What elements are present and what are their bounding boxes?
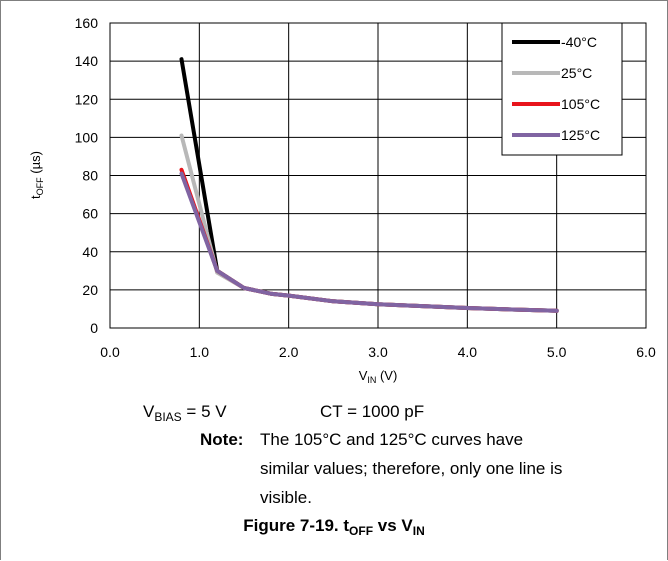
x-tick-label: 1.0 <box>190 344 210 360</box>
y-tick-label: 80 <box>82 168 98 184</box>
x-tick-label: 6.0 <box>636 344 656 360</box>
chart-lines <box>179 57 559 313</box>
ct-condition: CT = 1000 pF <box>320 402 425 421</box>
figure-caption: Figure 7-19. tOFF vs VIN <box>243 516 425 538</box>
y-tick-label: 60 <box>82 206 98 222</box>
y-tick-label: 160 <box>75 15 99 31</box>
x-tick-label: 2.0 <box>279 344 299 360</box>
chart-ticks: 0.0 1.0 2.0 3.0 4.0 5.0 6.0 0 20 40 60 80 100 120 140 1… <box>75 15 656 360</box>
x-tick-label: 3.0 <box>368 344 388 360</box>
chart-axis-labels: VIN (V) tOFF (µs) <box>28 151 397 385</box>
legend-label: 105°C <box>561 96 600 112</box>
note-line: The 105°C and 125°C curves have <box>260 430 524 449</box>
y-axis-label: tOFF (µs) <box>28 151 45 199</box>
y-tick-label: 120 <box>75 91 99 107</box>
series-line <box>179 171 559 313</box>
legend-label: 125°C <box>561 127 600 143</box>
y-tick-label: 0 <box>90 320 98 336</box>
y-tick-label: 20 <box>82 282 98 298</box>
legend-label: -40°C <box>561 34 597 50</box>
series-line <box>179 57 559 313</box>
x-tick-label: 5.0 <box>547 344 567 360</box>
x-tick-label: 0.0 <box>100 344 120 360</box>
note-label: Note: <box>200 430 244 449</box>
note-line: visible. <box>260 488 312 507</box>
chart: 0.0 1.0 2.0 3.0 4.0 5.0 6.0 0 20 40 60 80 100 120 140 1… <box>28 15 656 385</box>
vbias-condition: VBIAS = 5 V <box>143 402 227 424</box>
y-tick-label: 140 <box>75 53 99 69</box>
x-axis-label: VIN (V) <box>359 368 398 385</box>
note-line: similar values; therefore, only one line… <box>260 459 563 478</box>
x-tick-label: 4.0 <box>458 344 478 360</box>
legend-label: 25°C <box>561 65 592 81</box>
y-tick-label: 40 <box>82 244 98 260</box>
y-tick-label: 100 <box>75 129 99 145</box>
chart-legend: -40°C 25°C 105°C 125°C <box>501 22 623 156</box>
